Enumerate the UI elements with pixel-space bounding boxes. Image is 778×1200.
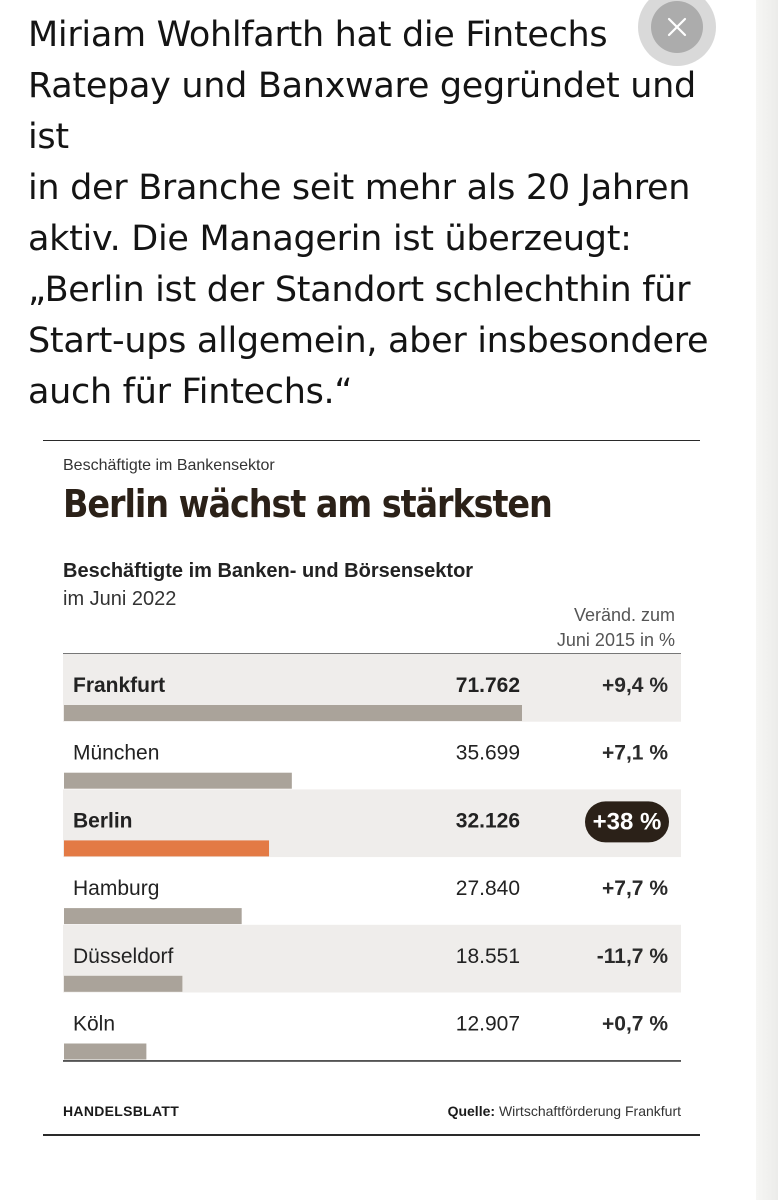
graphic-headline: Berlin wächst am stärksten — [63, 482, 553, 526]
source-brand: HANDELSBLATT — [63, 1103, 180, 1119]
background-strip — [756, 0, 778, 1200]
article-paragraph: Miriam Wohlfarth hat die Fintechs Ratepay… — [28, 10, 728, 418]
top-rule — [43, 440, 700, 441]
table-header-rule — [63, 653, 681, 654]
article-line: Ratepay und Banxware gegründet und ist — [28, 66, 696, 157]
value-label: 35.699 — [456, 742, 520, 765]
article-line: aktiv. Die Managerin ist überzeugt: — [28, 219, 632, 259]
change-label: +7,7 % — [602, 877, 668, 900]
value-label: 12.907 — [456, 1013, 520, 1036]
bar — [64, 975, 183, 992]
bar — [64, 705, 522, 721]
value-label: 18.551 — [456, 945, 520, 968]
close-icon — [667, 17, 687, 37]
chart-subtitle-date: im Juni 2022 — [63, 588, 177, 610]
article-line: Miriam Wohlfarth hat die Fintechs — [28, 15, 608, 55]
change-column-header-line1: Veränd. zum — [573, 605, 675, 625]
bottom-rule — [43, 1134, 700, 1136]
change-label: -11,7 % — [597, 945, 669, 968]
source-text: Wirtschaftförderung Frankfurt — [498, 1103, 681, 1119]
change-label: +0,7 % — [602, 1013, 668, 1036]
bar-chart: Frankfurt 71.762 +9,4 % München 35.699 +7,1 %… — [63, 653, 681, 1062]
bar — [64, 908, 242, 925]
change-column-header-line2: Juni 2015 in % — [556, 630, 675, 650]
chart-subtitle: Beschäftigte im Banken- und Börsensektor — [63, 560, 474, 582]
bar — [64, 772, 292, 789]
value-label: 27.840 — [456, 877, 520, 900]
bar — [64, 1043, 147, 1060]
category-label: Köln — [73, 1013, 115, 1036]
bar — [64, 840, 270, 857]
source-credit: Quelle: Wirtschaftförderung Frankfurt — [448, 1103, 681, 1119]
article-line: Start-ups allgemein, aber insbesondere — [28, 321, 709, 361]
value-label: 71.762 — [456, 674, 520, 697]
change-label: +9,4 % — [602, 674, 668, 697]
category-label: Frankfurt — [73, 674, 165, 697]
change-column-header: Veränd. zum Juni 2015 in % — [483, 603, 675, 653]
change-label: +38 % — [593, 808, 662, 835]
graphic-kicker: Beschäftigte im Bankensektor — [63, 457, 275, 474]
source-label: Quelle: — [447, 1103, 496, 1119]
article-line: auch für Fintechs.“ — [28, 372, 353, 412]
category-label: Hamburg — [73, 877, 159, 900]
article-line: „Berlin ist der Standort schlechthin für — [28, 270, 691, 310]
article-line: in der Branche seit mehr als 20 Jahren — [28, 168, 691, 208]
value-label: 32.126 — [456, 809, 520, 832]
table-bottom-rule — [63, 1060, 681, 1062]
category-label: Berlin — [73, 809, 133, 832]
change-badge — [585, 801, 669, 843]
change-label: +7,1 % — [602, 742, 668, 765]
close-button-inner — [651, 1, 703, 53]
category-label: Düsseldorf — [73, 945, 174, 968]
category-label: München — [73, 742, 159, 765]
close-button[interactable] — [638, 0, 716, 66]
